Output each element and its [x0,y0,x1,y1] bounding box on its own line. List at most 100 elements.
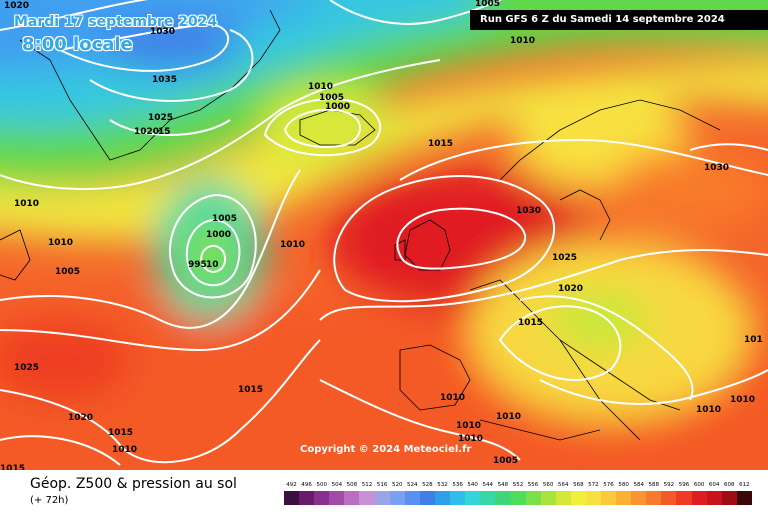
scale-label: 568 [573,482,584,488]
scale-swatch [691,491,707,505]
isobar-label: 1030 [150,27,175,37]
isobar-label: 1010 [696,405,721,415]
map-canvas: 1020 1030 1005 1035 1025 1020 15 1010 10… [0,0,768,470]
scale-swatch [736,491,752,505]
isobar-label: 1005 [493,456,518,466]
isobar-label: 1010 [308,82,333,92]
isobar-label: 1015 [108,428,133,438]
scale-swatch [284,491,300,505]
scale-swatch [676,491,692,505]
isobar-label: 1010 [440,393,465,403]
isobar-label: 1000 [206,230,231,240]
scale-swatch [525,491,541,505]
scale-swatch [570,491,586,505]
scale-label: 528 [422,482,433,488]
isobar-label: 1010 [280,240,305,250]
isobar-label: 1010 [456,421,481,431]
scale-label: 608 [724,482,735,488]
scale-label: 540 [467,482,478,488]
isobars [0,0,768,466]
scale-label: 512 [361,482,373,488]
scale-swatch [661,491,677,505]
color-scale-swatches [284,491,752,505]
scale-label: 572 [588,482,599,488]
isobar-label: 1000 [325,102,350,112]
scale-swatch [585,491,601,505]
scale-swatch [706,491,722,505]
model-run-banner: Run GFS 6 Z du Samedi 14 septembre 2024 [470,10,768,30]
scale-label: 492 [286,482,297,488]
isobar-label: 10 [206,260,219,270]
scale-label: 516 [376,482,388,488]
isobar-label: 1005 [55,267,80,277]
isobar-label: 1015 [518,318,543,328]
scale-swatch [540,491,556,505]
isobar-label: 1035 [152,75,177,85]
scale-label: 600 [693,482,705,488]
copyright-text: Copyright © 2024 Meteociel.fr [300,444,472,455]
map-subtitle: (+ 72h) [30,495,69,506]
scale-swatch [495,491,511,505]
scale-swatch [631,491,647,505]
geopotential-field [0,0,768,470]
isobar-label: 1010 [112,445,137,455]
scale-label: 548 [497,482,509,488]
scale-swatch [450,491,466,505]
isobar-label: 1020 [4,1,29,11]
color-scale-labels: 492 496 500 504 508 512 516 520 524 528 532 536 540 5… [284,480,752,490]
scale-label: 564 [557,482,569,488]
legend-footer: Géop. Z500 & pression au sol (+ 72h) 492… [0,470,768,512]
isobar-label: 1015 [0,464,25,470]
scale-label: 524 [407,482,418,488]
isobar-label: 1005 [319,93,344,103]
color-scale: 492 496 500 504 508 512 516 520 524 528 532 536 540 5… [284,480,752,505]
scale-swatch [314,491,330,505]
isobar-labels: 1020 1030 1005 1035 1025 1020 15 1010 10… [0,0,763,470]
scale-swatch [510,491,526,505]
scale-swatch [600,491,617,505]
isobar-label: 1025 [14,363,39,373]
scale-label: 508 [346,482,358,488]
scale-label: 552 [512,482,524,488]
map-title: Géop. Z500 & pression au sol [30,476,237,492]
isobar-label: 1015 [238,385,263,395]
scale-swatch [374,491,390,505]
isobar-label: 1020 [558,284,583,294]
isobar-label: 1005 [475,0,500,9]
scale-label: 596 [678,482,690,488]
scale-label: 612 [739,482,750,488]
scale-label: 504 [331,482,343,488]
isobar-label: 1030 [516,206,541,216]
isobar-label: 1010 [14,199,39,209]
scale-label: 536 [452,482,463,488]
scale-label: 496 [301,482,312,488]
scale-swatch [721,491,737,505]
forecast-time: 8:00 locale [22,34,133,55]
coastlines [0,9,721,441]
isobar-label: 101 [744,335,763,345]
isobar-label: 1030 [704,163,729,173]
scale-swatch [616,491,632,505]
scale-swatch [389,491,405,505]
isobar-label: 15 [158,127,171,137]
scale-label: 580 [618,482,629,488]
scale-swatch [404,491,420,505]
scale-swatch [359,491,375,505]
scale-label: 588 [648,482,660,488]
scale-swatch [465,491,481,505]
scale-swatch [434,491,451,505]
isobar-label: 1025 [552,253,577,263]
scale-swatch [329,491,345,505]
scale-label: 544 [482,482,494,488]
scale-label: 532 [437,482,448,488]
scale-label: 500 [316,482,327,488]
scale-label: 560 [542,482,554,488]
scale-label: 576 [603,482,614,488]
scale-swatch [299,491,315,505]
forecast-date: Mardi 17 septembre 2024 [14,14,218,30]
isobar-label: 1010 [730,395,755,405]
scale-swatch [646,491,662,505]
isobar-label: 1020 [134,127,159,137]
isobar-label: 1010 [496,412,521,422]
